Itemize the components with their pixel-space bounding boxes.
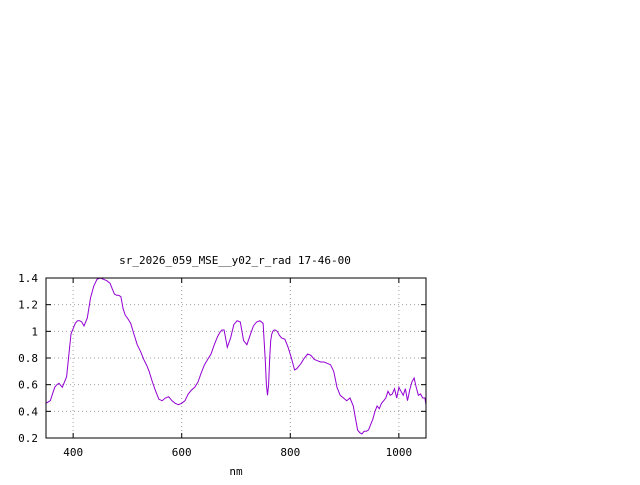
- series-layer: [45, 277, 427, 435]
- y-tick-label: 1.2: [18, 299, 38, 312]
- y-tick-label: 0.2: [18, 432, 38, 445]
- x-tick-label: 800: [280, 446, 300, 459]
- spectrum-series-line: [45, 277, 427, 435]
- grid-layer: [46, 277, 426, 439]
- y-tick-label: 0.6: [18, 379, 38, 392]
- y-tick-label: 1: [31, 325, 38, 338]
- y-tick-label: 0.4: [18, 405, 38, 418]
- tick-layer: 400 600 800 1000 0.2 0.4 0.6 0.8 1 1.2 1.4: [18, 272, 426, 459]
- x-tick-label: 600: [172, 446, 192, 459]
- y-tick-label: 1.4: [18, 272, 38, 285]
- chart-title: sr_2026_059_MSE__y02_r_rad 17-46-00: [119, 254, 351, 267]
- x-tick-label: 400: [63, 446, 83, 459]
- x-tick-label: 1000: [386, 446, 413, 459]
- y-tick-label: 0.8: [18, 352, 38, 365]
- x-axis-label: nm: [229, 465, 243, 478]
